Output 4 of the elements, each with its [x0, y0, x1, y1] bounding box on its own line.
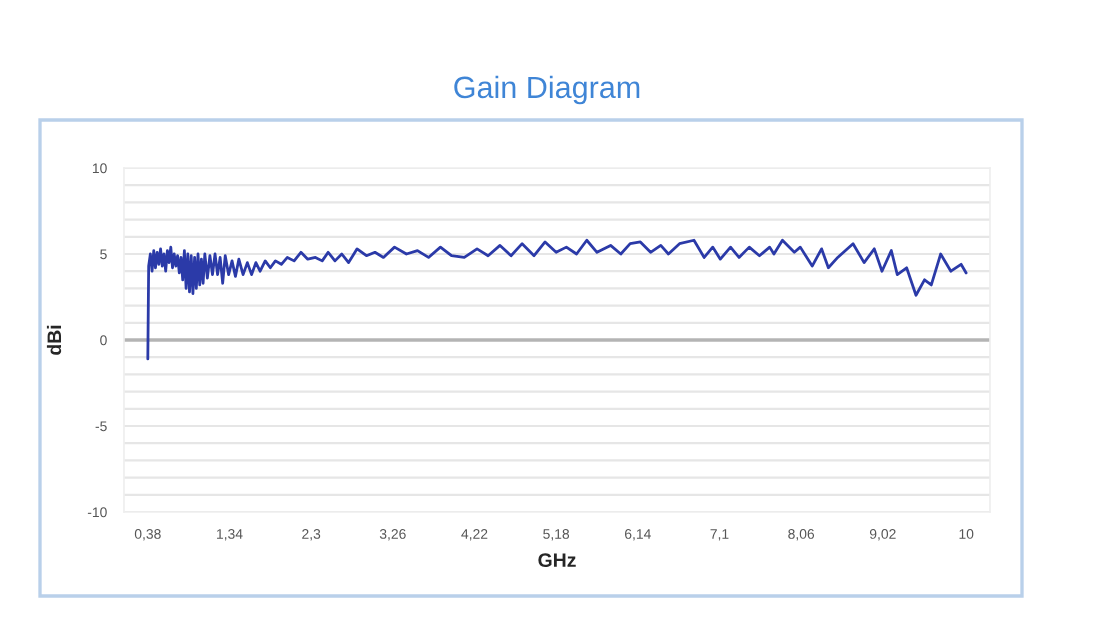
x-axis-title: GHz	[538, 553, 576, 568]
y-axis-title: dBi	[46, 325, 62, 355]
line-series	[146, 238, 968, 361]
chart-title: Gain Diagram	[454, 75, 640, 105]
